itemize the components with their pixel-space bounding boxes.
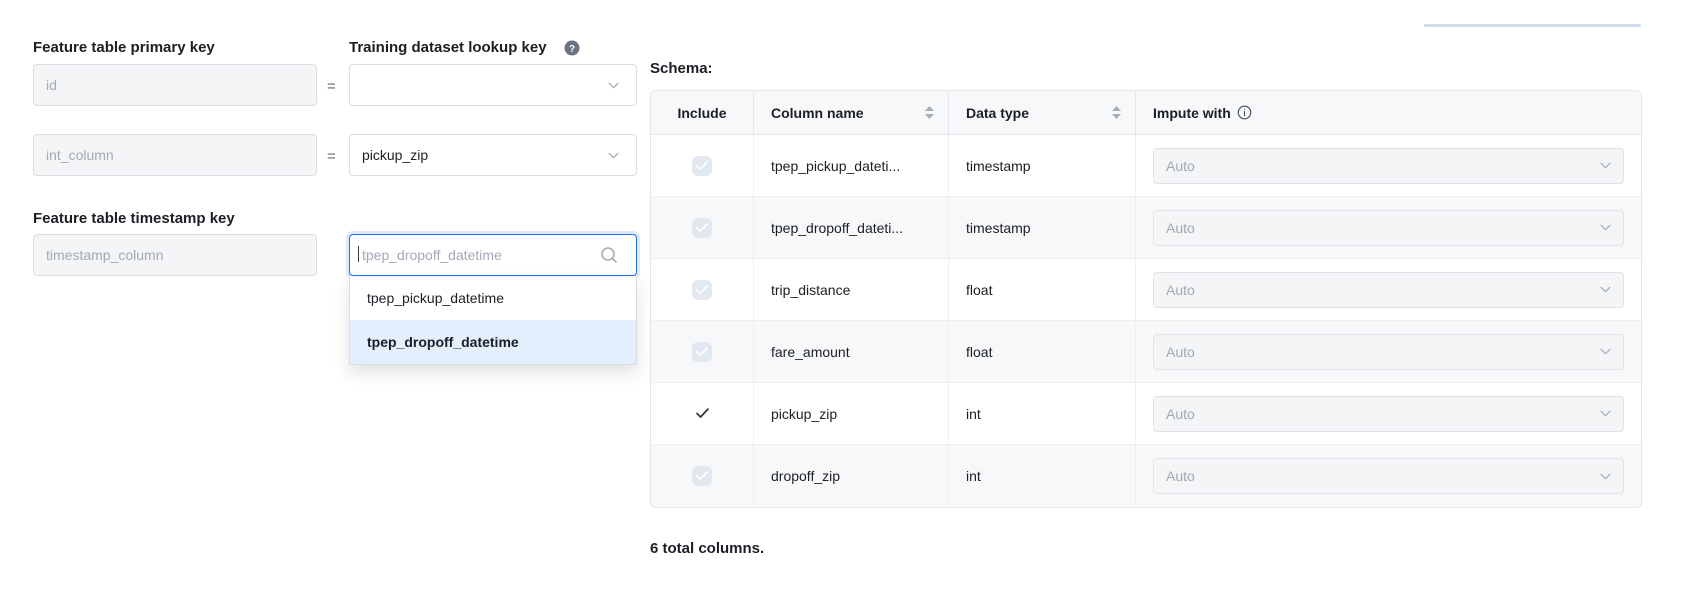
svg-text:?: ?	[569, 44, 575, 55]
